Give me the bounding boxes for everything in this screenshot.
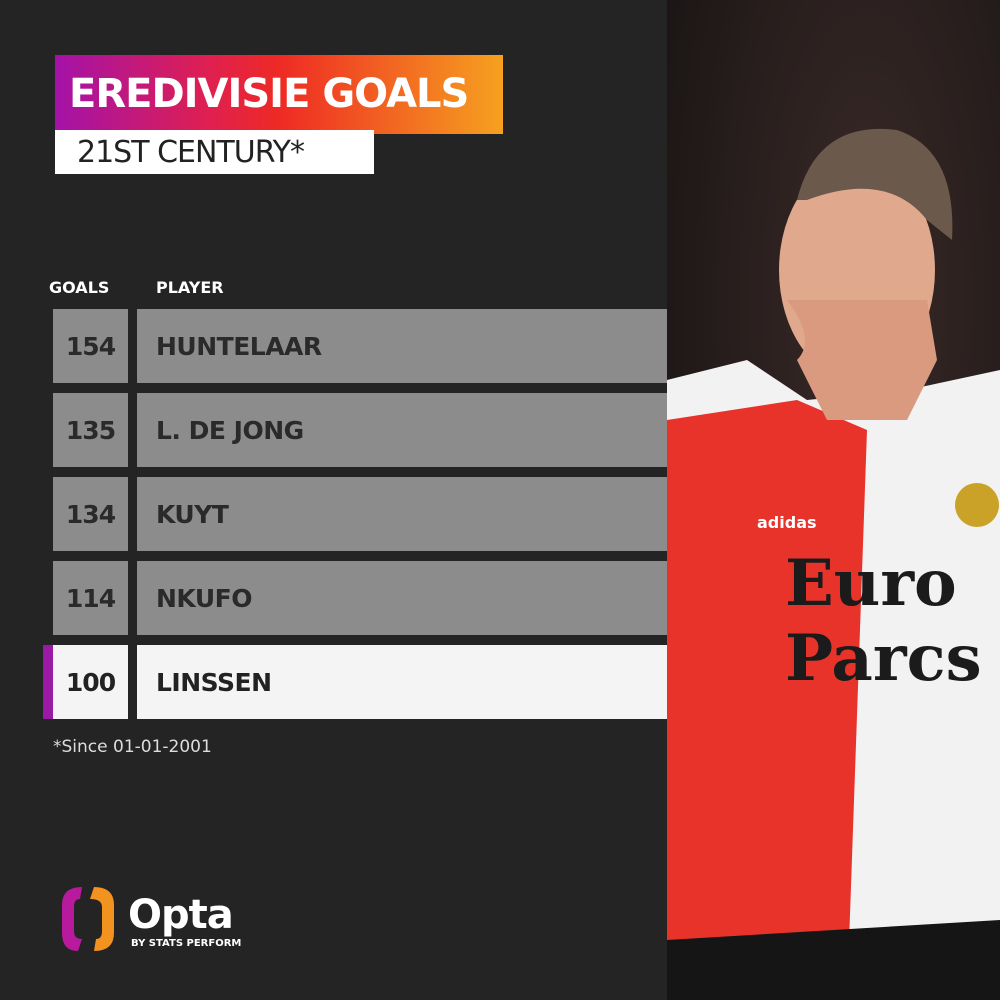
- player-header: PLAYER: [156, 278, 224, 297]
- goals-cell: 134: [53, 477, 128, 551]
- table-row-highlighted: 100 LINSSEN: [43, 645, 667, 719]
- opta-logo-icon: [62, 887, 114, 951]
- player-cell: L. DE JONG: [137, 393, 667, 467]
- kit-brand-text: adidas: [757, 513, 817, 532]
- player-cell: LINSSEN: [137, 645, 667, 719]
- player-cell: NKUFO: [137, 561, 667, 635]
- table-row: 134 KUYT: [53, 477, 667, 551]
- goals-cell: 135: [53, 393, 128, 467]
- shirt-sponsor-text: Parcs: [785, 621, 982, 696]
- player-cell: HUNTELAAR: [137, 309, 667, 383]
- table-row: 154 HUNTELAAR: [53, 309, 667, 383]
- opta-wordmark: Opta: [128, 892, 234, 938]
- footnote: *Since 01-01-2001: [53, 737, 212, 757]
- opta-tagline: BY STATS PERFORM: [131, 938, 242, 949]
- table-row: 114 NKUFO: [53, 561, 667, 635]
- goals-header: GOALS: [49, 278, 110, 297]
- goals-cell: 114: [53, 561, 128, 635]
- shirt-sponsor-text: Euro: [785, 546, 957, 621]
- table-row: 135 L. DE JONG: [53, 393, 667, 467]
- player-photo: Euro Parcs adidas: [667, 0, 1000, 1000]
- club-crest-icon: [955, 483, 999, 527]
- subtitle-banner: 21ST CENTURY*: [55, 130, 374, 174]
- player-cell: KUYT: [137, 477, 667, 551]
- goals-cell: 154: [53, 309, 128, 383]
- title-banner: EREDIVISIE GOALS: [55, 55, 503, 134]
- goals-cell: 100: [53, 645, 128, 719]
- highlight-bar: [43, 645, 53, 719]
